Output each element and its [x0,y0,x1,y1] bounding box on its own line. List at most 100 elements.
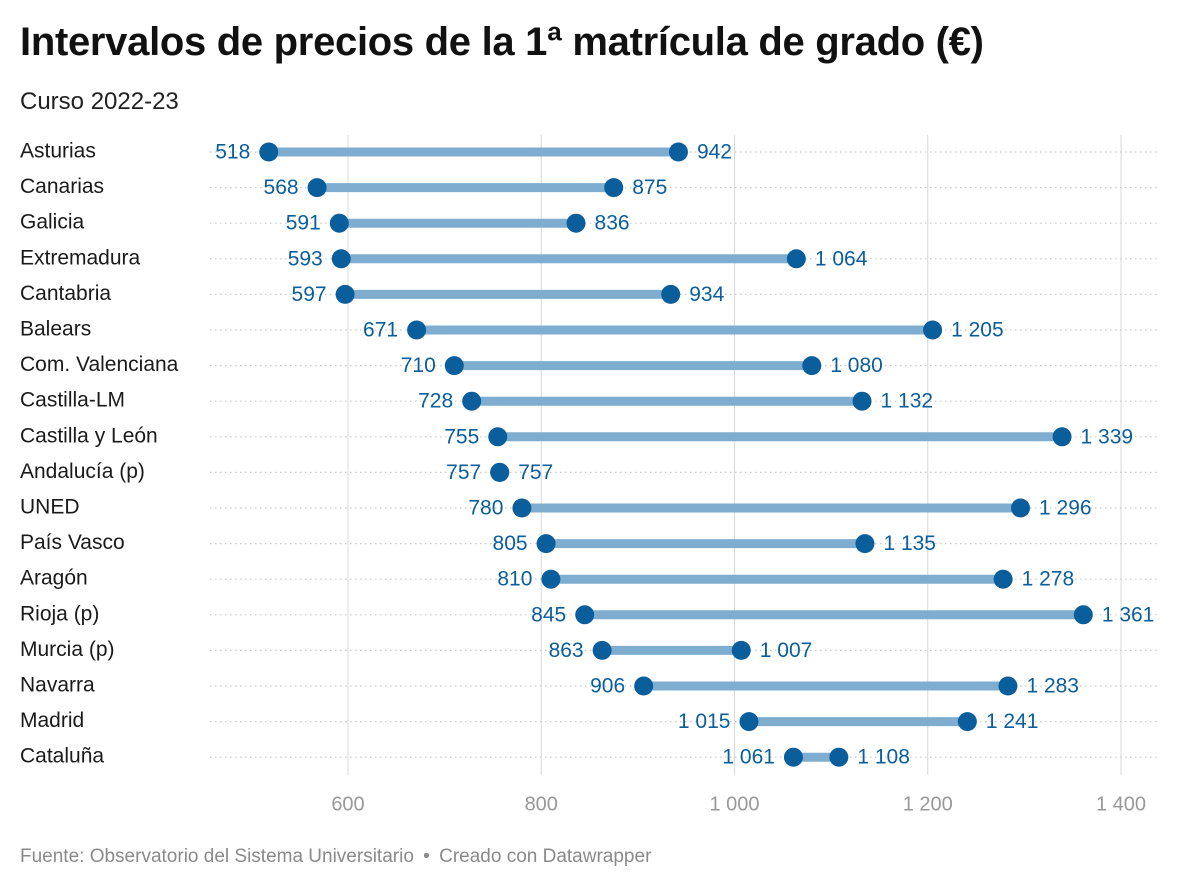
chart-row: Canarias 568 875 [20,175,1160,199]
min-dot [331,249,351,269]
row-label: Navarra [20,674,95,697]
max-dot [855,534,875,554]
min-dot [444,356,464,376]
min-dot [462,391,482,411]
min-value-label: 671 [363,319,398,342]
chart-row: Cantabria 597 934 [20,282,1160,306]
max-value-label: 1 283 [1026,675,1079,698]
max-value-label: 836 [595,212,630,235]
min-dot [259,142,279,162]
max-dot [852,391,872,411]
max-value-label: 1 278 [1022,568,1075,591]
max-dot [1052,427,1072,447]
max-dot [566,213,586,233]
chart-row: Castilla y León 755 1 339 [20,424,1160,448]
x-axis: 600 800 1 000 1 200 1 400 [331,793,1146,815]
max-value-label: 1 080 [830,354,883,377]
x-tick-label: 800 [525,793,558,815]
chart-row: Asturias 518 942 [20,140,1160,164]
max-dot [1011,498,1031,518]
chart-row: Aragón 810 1 278 [20,567,1160,591]
x-tick-label: 1 200 [903,793,953,815]
min-dot [541,569,561,589]
max-value-label: 1 132 [881,390,934,413]
max-dot [829,747,849,767]
max-value-label: 1 205 [951,319,1004,342]
chart-row: Rioja (p) 845 1 361 [20,602,1160,626]
grid-layer [347,135,1122,775]
chart-row: Andalucía (p) 757 757 [20,460,1160,484]
row-label: País Vasco [20,531,125,554]
chart-row: Com. Valenciana 710 1 080 [20,353,1160,377]
row-label: Galicia [20,211,85,234]
row-label: Balears [20,318,91,341]
min-dot [739,712,759,732]
max-dot [786,249,806,269]
min-dot [407,320,427,340]
chart-row: UNED 780 1 296 [20,496,1160,520]
source-note: Fuente: Observatorio del Sistema Univers… [20,846,414,867]
rows-layer: Asturias 518 942 Canarias 568 875 Galicia 591 83… [20,140,1160,769]
min-dot [329,213,349,233]
row-label: UNED [20,496,80,519]
max-dot [1073,605,1093,625]
min-value-label: 568 [264,176,299,199]
min-dot [536,534,556,554]
row-label: Castilla y León [20,424,158,447]
max-value-label: 1 135 [883,532,936,555]
row-label: Asturias [20,140,96,163]
min-value-label: 597 [292,283,327,306]
min-value-label: 755 [444,425,479,448]
min-dot [592,640,612,660]
row-label: Rioja (p) [20,602,99,625]
max-value-label: 1 064 [815,247,868,270]
chart-row: Cataluña 1 061 1 108 [20,745,1160,769]
min-dot [307,178,327,198]
max-value-label: 1 361 [1102,603,1155,626]
min-value-label: 591 [286,212,321,235]
max-value-label: 1 339 [1081,425,1134,448]
row-label: Com. Valenciana [20,353,179,376]
min-value-label: 757 [446,461,481,484]
min-value-label: 593 [288,247,323,270]
min-dot [488,427,508,447]
row-label: Aragón [20,567,88,590]
max-value-label: 1 007 [760,639,813,662]
min-value-label: 780 [468,497,503,520]
chart-subtitle: Curso 2022-23 [20,88,179,115]
max-value-label: 875 [632,176,667,199]
row-label: Cantabria [20,282,111,305]
max-value-label: 934 [689,283,724,306]
min-value-label: 906 [590,675,625,698]
chart-row: Murcia (p) 863 1 007 [20,638,1160,662]
min-dot [512,498,532,518]
chart-row: Extremadura 593 1 064 [20,246,1160,270]
chart-title: Intervalos de precios de la 1ª matrícula… [20,20,984,64]
min-value-label: 810 [497,568,532,591]
credit-note: Creado con Datawrapper [439,846,652,867]
min-value-label: 863 [549,639,584,662]
min-value-label: 1 061 [722,746,775,769]
row-label: Cataluña [20,745,104,768]
row-label: Extremadura [20,246,141,269]
min-dot [335,284,355,304]
chart-row: Castilla-LM 728 1 132 [20,389,1160,413]
max-dot [731,640,751,660]
chart-row: Galicia 591 836 [20,211,1160,235]
min-value-label: 805 [493,532,528,555]
row-label: Murcia (p) [20,638,115,661]
max-dot [923,320,943,340]
row-label: Castilla-LM [20,389,125,412]
max-dot [668,142,688,162]
max-dot [957,712,977,732]
chart-row: Balears 671 1 205 [20,318,1160,342]
min-value-label: 710 [401,354,436,377]
max-value-label: 757 [518,461,553,484]
min-dot [575,605,595,625]
chart-footer: Fuente: Observatorio del Sistema Univers… [20,846,651,868]
max-dot [604,178,624,198]
x-tick-label: 600 [331,793,364,815]
max-value-label: 1 296 [1039,497,1092,520]
max-dot [998,676,1018,696]
